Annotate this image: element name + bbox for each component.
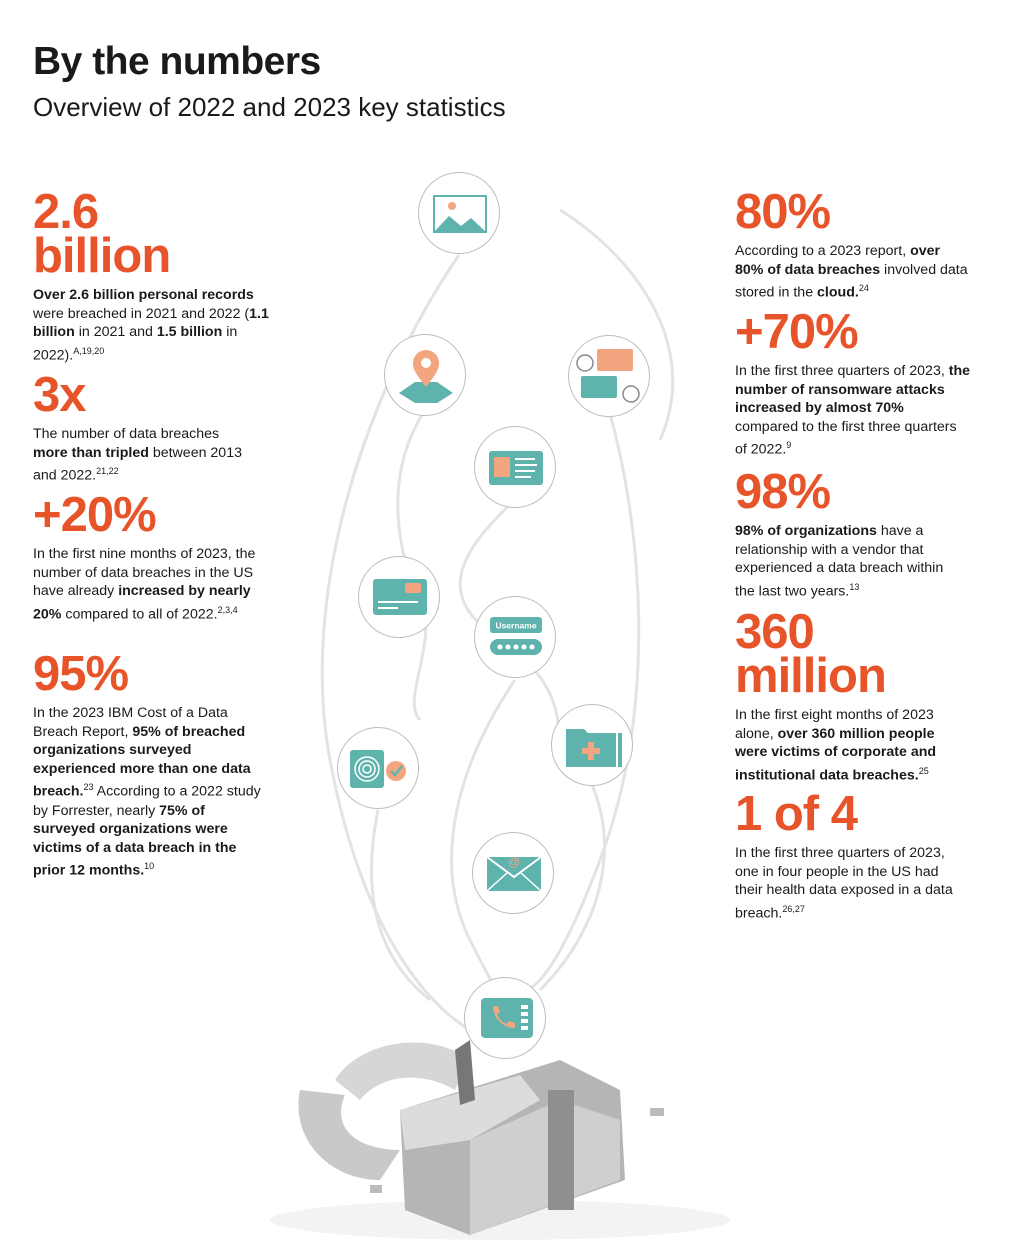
stat-description: According to a 2023 report, over 80% of … (735, 242, 970, 303)
emphasis-text: 1.5 billion (156, 324, 223, 341)
text: compared to the first three quarters of … (735, 418, 957, 459)
stat-figure: 360 (735, 605, 815, 659)
stat-block: 360 million In the first eight months of 2… (735, 605, 965, 785)
stat-description: In the first eight months of 2023 alone,… (735, 706, 965, 785)
text: The number of data breaches (33, 426, 220, 442)
stat-block: +20% In the first nine months of 2023, th… (33, 488, 261, 624)
text: In the first three quarters of 2023, (735, 363, 949, 379)
stat-description: The number of data breaches more than tr… (33, 425, 253, 486)
text: According to a 2023 report, (735, 243, 911, 259)
emphasis-text: over 80% of data breaches (735, 243, 941, 278)
footnote-ref: 23 (83, 782, 94, 793)
emphasis-text: more than tripled (33, 444, 149, 461)
page-title: By the numbers (33, 40, 321, 83)
emphasis-text: the number of ransomware attacks increas… (735, 363, 971, 417)
stat-figure: 80% (735, 185, 831, 239)
text: in 2021 and (74, 324, 157, 341)
stat-block: 98% 98% of organizations have a relations… (735, 465, 950, 601)
stat-block: 1 of 4 In the first three quarters of 202… (735, 787, 965, 923)
stat-figure: million (735, 649, 887, 703)
text: In the first three quarters of 2023, one… (735, 845, 953, 922)
emphasis-text: 75% of surveyed organizations were victi… (33, 802, 237, 880)
text: were breached in 2021 and 2022 ( (33, 305, 250, 322)
email-symbol: @ (508, 855, 520, 869)
stat-figure: +20% (33, 488, 157, 542)
emphasis-text: cloud. (817, 284, 859, 301)
footnote-ref: 10 (144, 861, 155, 872)
stat-figure: 1 of 4 (735, 787, 858, 841)
stat-block: 2.6 billion Over 2.6 billion personal reco… (33, 185, 269, 365)
credit-card-icon (358, 556, 440, 638)
stat-figure: 3x (33, 368, 87, 422)
stat-description: In the first three quarters of 2023, one… (735, 844, 965, 923)
footnote-ref: 21,22 (96, 466, 119, 477)
phone-icon (464, 977, 546, 1059)
email-icon: @ (472, 832, 554, 914)
text: involved data stored in the (735, 261, 968, 301)
footnote-ref: 24 (858, 283, 869, 294)
username-password-icon: Username (474, 596, 556, 678)
stat-figure: 98% (735, 465, 831, 519)
stat-description: Over 2.6 billion personal records were b… (33, 286, 269, 365)
text: have a relationship with a vendor that e… (735, 523, 944, 600)
broken-padlock-icon (270, 1040, 730, 1240)
fingerprint-icon (337, 727, 419, 809)
text: compared to all of 2022. (61, 606, 218, 623)
footnote-ref: 26,27 (782, 903, 805, 914)
stat-figure: billion (33, 229, 171, 283)
footnote-ref: 9 (786, 440, 792, 451)
medical-folder-icon (551, 704, 633, 786)
emphasis-text: 95% of breached organizations surveyed e… (33, 723, 251, 801)
text: In the first nine months of 2023, the nu… (33, 546, 256, 600)
stat-block: 3x The number of data breaches more than … (33, 368, 253, 486)
page-subtitle: Overview of 2022 and 2023 key statistics (33, 92, 506, 122)
stat-description: 98% of organizations have a relationship… (735, 522, 950, 601)
image-icon (418, 172, 500, 254)
text: between 2013 and 2022. (33, 444, 242, 484)
stat-figure: 2.6 (33, 185, 99, 239)
stat-block: 95% In the 2023 IBM Cost of a Data Breach… (33, 647, 268, 881)
text: In the 2023 IBM Cost of a Data Breach Re… (33, 705, 228, 740)
text: In the first eight months of 2023 alone, (735, 707, 934, 742)
footnote-ref: 2,3,4 (217, 604, 238, 615)
stat-block: +70% In the first three quarters of 2023,… (735, 305, 970, 460)
emphasis-text: 98% of organizations (735, 523, 877, 539)
footnote-ref: 13 (849, 581, 860, 592)
stat-figure: +70% (735, 305, 859, 359)
stat-description: In the 2023 IBM Cost of a Data Breach Re… (33, 704, 268, 881)
location-pin-icon (384, 334, 466, 416)
stat-description: In the first three quarters of 2023, the… (735, 362, 970, 460)
chat-icon (568, 335, 650, 417)
stat-block: 80% According to a 2023 report, over 80% … (735, 185, 970, 303)
emphasis-text: 1.1 billion (33, 305, 269, 341)
footnote-ref: A,19,20 (73, 345, 105, 356)
emphasis-text: Over 2.6 billion personal records (33, 287, 254, 303)
text: in 2022). (33, 324, 238, 364)
stat-description: In the first nine months of 2023, the nu… (33, 545, 261, 624)
emphasis-text: increased by nearly 20% (33, 583, 251, 623)
username-label: Username (495, 621, 536, 631)
emphasis-text: over 360 million people were victims of … (735, 725, 937, 784)
stat-figure: 95% (33, 647, 129, 701)
text: According to a 2022 study by Forrester, … (33, 784, 261, 819)
footnote-ref: 25 (918, 765, 929, 776)
id-card-icon (474, 426, 556, 508)
